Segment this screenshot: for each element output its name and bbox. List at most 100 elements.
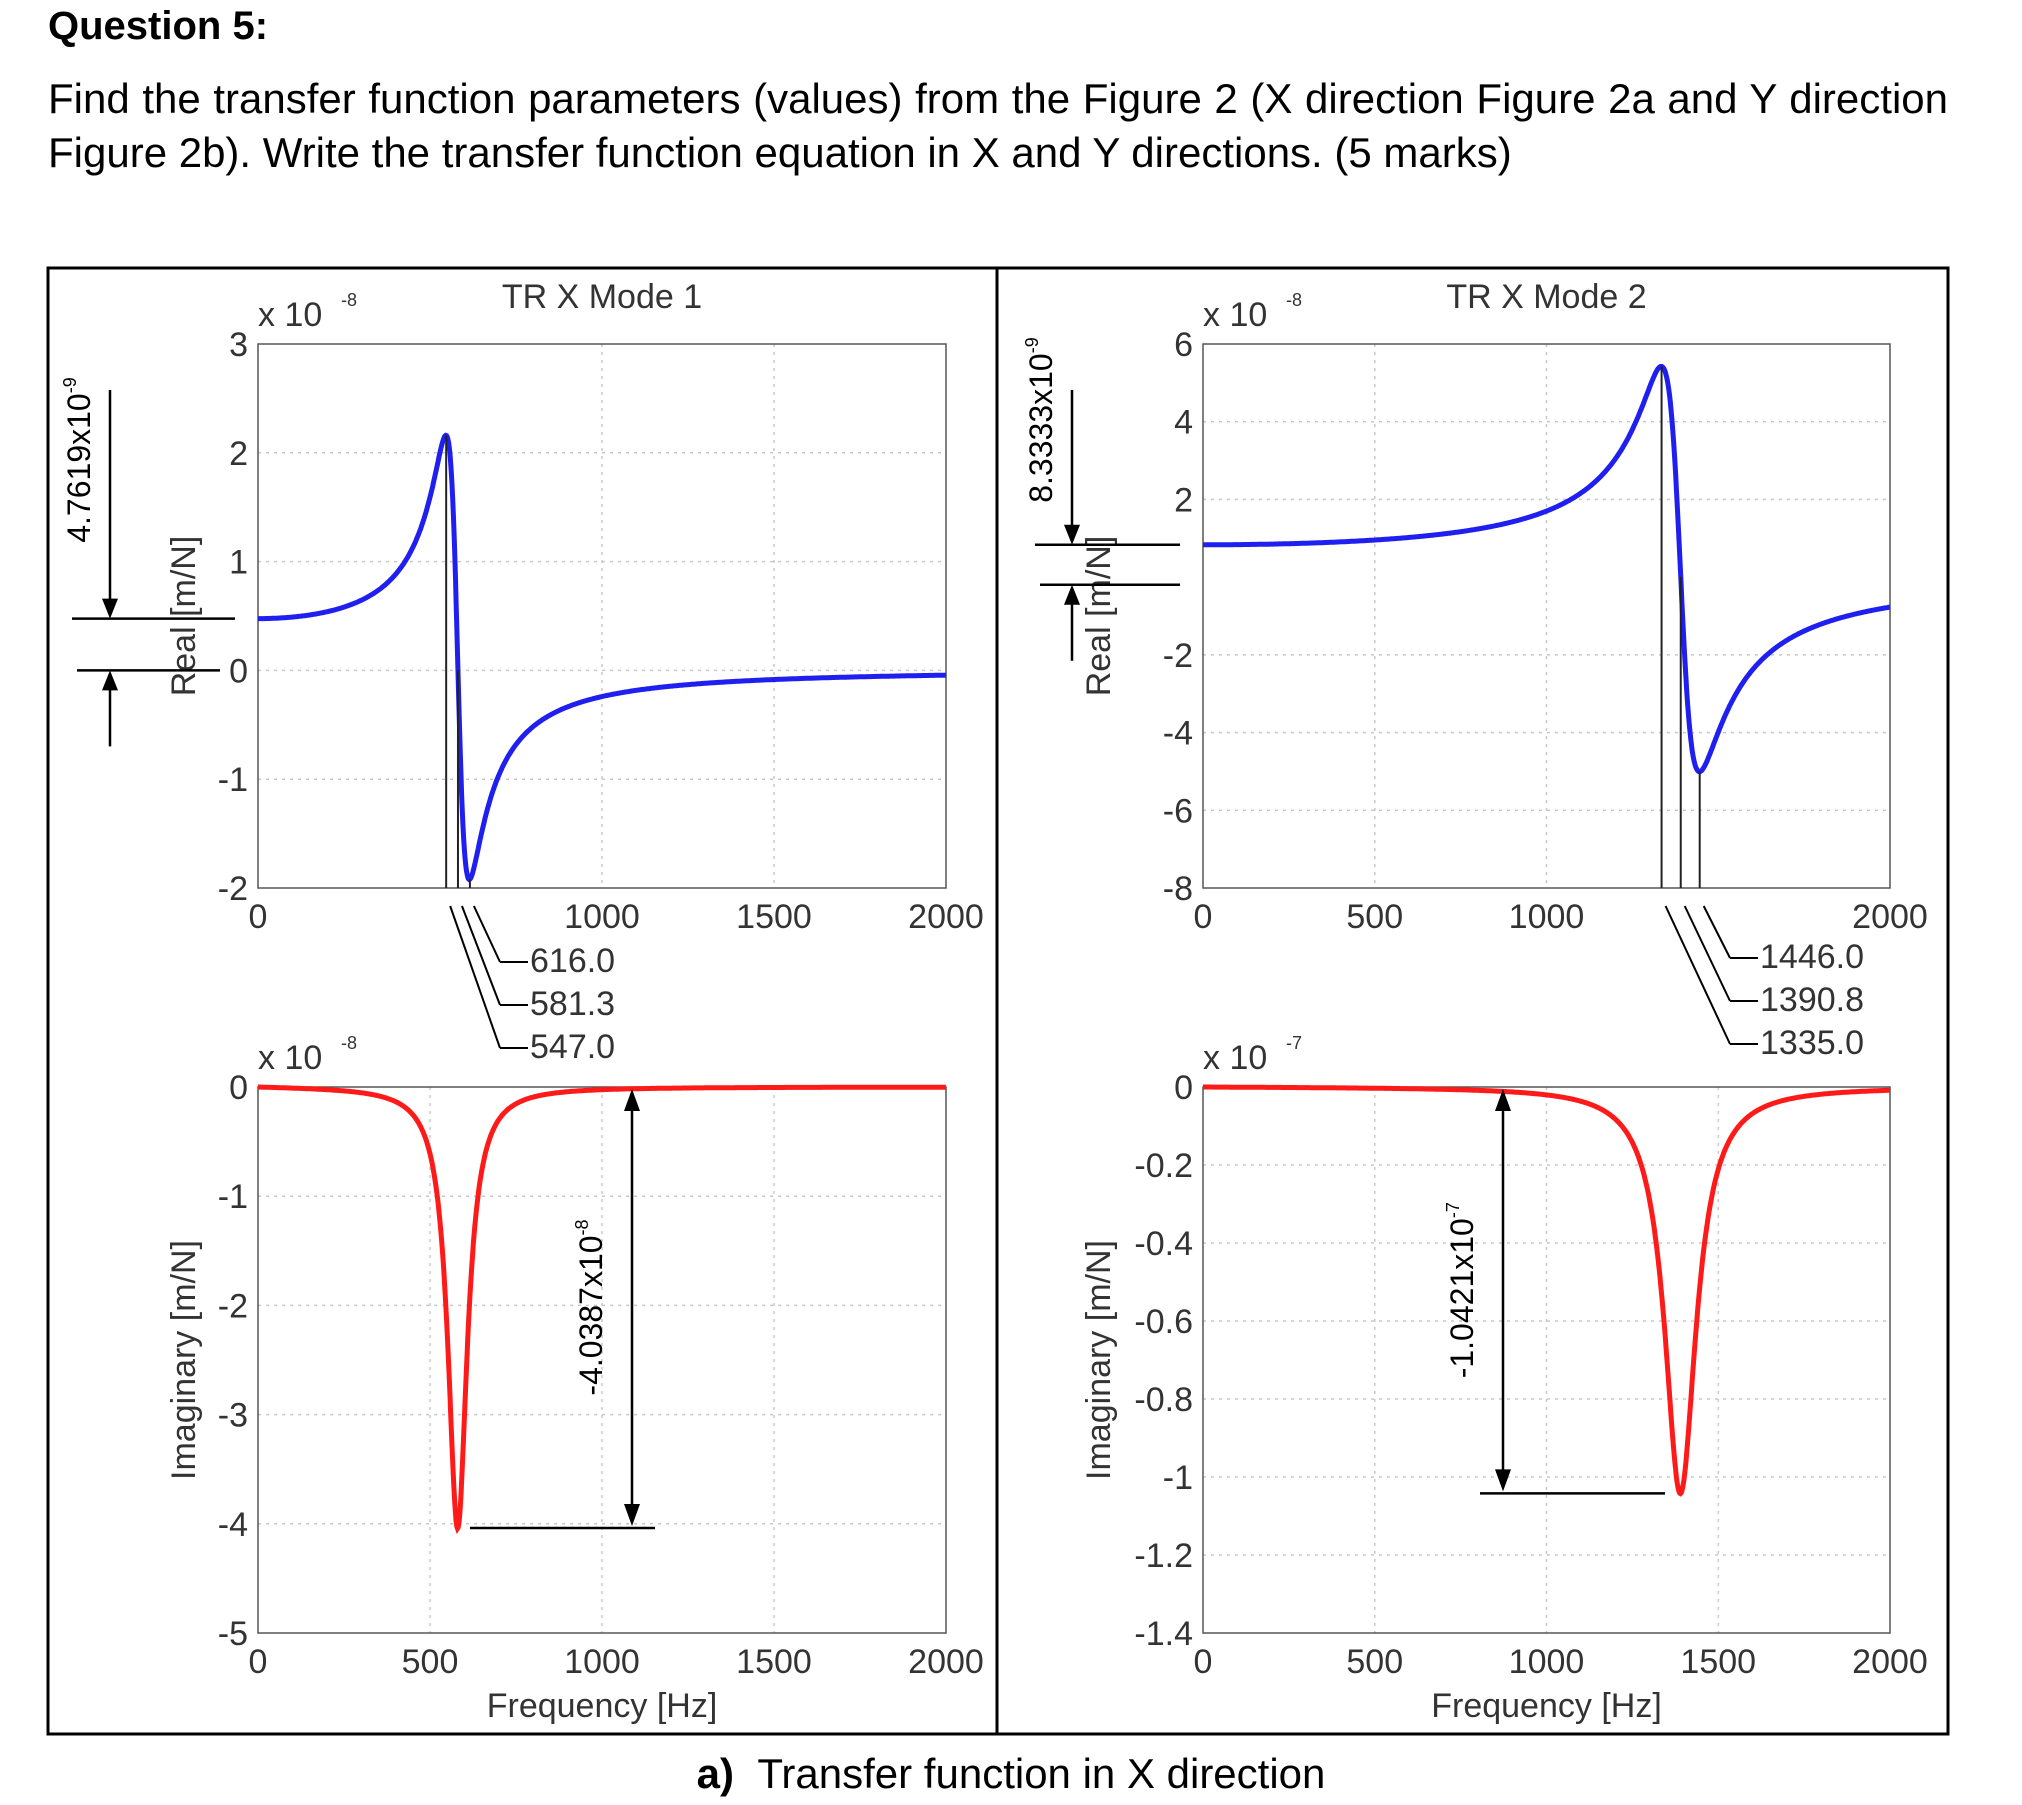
chart-mode1-real: 0 1000 1500 2000 -2 -1 0 1 2 3 x 10 -8 TR X Mode 1 Re… xyxy=(60,278,984,1066)
y-tick-label: -1.4 xyxy=(1134,1615,1193,1653)
x-tick-label: 0 xyxy=(249,898,268,936)
x-tick-label: 0 xyxy=(1194,898,1213,936)
y-tick-label: 0 xyxy=(229,1069,248,1107)
x-axis-label: Frequency [Hz] xyxy=(487,1687,718,1725)
x-tick-label: 2000 xyxy=(908,1643,984,1681)
x-tick-label: 0 xyxy=(249,1643,268,1681)
plot-area xyxy=(1202,343,1891,889)
y-tick-label: -5 xyxy=(218,1615,248,1653)
y-tick-label: 0 xyxy=(229,652,248,690)
y-tick-label: -2 xyxy=(218,870,248,908)
x-tick-label: 2000 xyxy=(1852,1643,1928,1681)
question-title: Question 5: xyxy=(48,4,269,48)
y-multiplier: x 10 xyxy=(1203,1039,1267,1077)
annotation-arrowhead xyxy=(1495,1469,1511,1492)
series-line xyxy=(1203,363,1891,775)
y-multiplier: x 10 xyxy=(258,296,322,334)
annotation-label: 8.3333x10-9 xyxy=(1022,337,1059,502)
series-line xyxy=(258,432,946,883)
y-exponent: -8 xyxy=(341,290,357,310)
y-tick-label: 1 xyxy=(229,544,248,582)
y-exponent: -7 xyxy=(1286,1033,1302,1053)
y-exponent: -8 xyxy=(341,1033,357,1053)
annotation-arrowhead xyxy=(1064,584,1080,605)
y-exponent: -8 xyxy=(1286,290,1302,310)
annotation-arrowhead xyxy=(102,670,118,691)
x-tick-label: 1000 xyxy=(564,898,640,936)
y-tick-label: -0.4 xyxy=(1134,1225,1193,1263)
y-tick-label: -1 xyxy=(218,761,248,799)
plot-area xyxy=(257,1086,947,1634)
y-tick-label: 4 xyxy=(1174,404,1193,442)
annotation-exponent: -8 xyxy=(572,1219,592,1235)
y-axis-label: Imaginary [m/N] xyxy=(165,1240,203,1480)
annotation-arrowhead xyxy=(102,598,118,619)
y-tick-label: -4 xyxy=(1163,715,1193,753)
marker-leader xyxy=(1702,905,1731,959)
y-tick-label: 2 xyxy=(1174,481,1193,519)
plot-area xyxy=(257,343,947,889)
chart-mode1-imag: 0 500 1000 1500 2000 -5 -4 -3 -2 -1 0 x 10 -8 Imagina… xyxy=(165,1033,984,1725)
y-axis-label: Imaginary [m/N] xyxy=(1080,1240,1118,1480)
x-tick-label: 1000 xyxy=(1509,1643,1585,1681)
x-axis-label: Frequency [Hz] xyxy=(1431,1687,1662,1725)
marker-leader xyxy=(449,905,501,1049)
figure-caption: a) Transfer function in X direction xyxy=(0,1750,2022,1798)
x-tick-label: 500 xyxy=(1346,1643,1403,1681)
annotation-arrowhead xyxy=(1495,1089,1511,1111)
y-tick-label: -8 xyxy=(1163,870,1193,908)
frequency-marker-label: 547.0 xyxy=(530,1028,615,1066)
x-tick-label: 0 xyxy=(1194,1643,1213,1681)
series-line xyxy=(258,1084,946,1535)
x-tick-label: 500 xyxy=(402,1643,459,1681)
marker-leader xyxy=(1683,905,1731,1002)
x-tick-label: 1000 xyxy=(1509,898,1585,936)
x-tick-label: 2000 xyxy=(908,898,984,936)
annotation-arrowhead xyxy=(624,1504,640,1527)
frequency-marker-label: 1390.8 xyxy=(1760,981,1864,1019)
annotation-exponent: -7 xyxy=(1443,1202,1463,1218)
y-tick-label: 2 xyxy=(229,435,248,473)
y-axis-label: Real [m/N] xyxy=(1080,536,1118,697)
x-tick-label: 1000 xyxy=(564,1643,640,1681)
y-tick-label: 0 xyxy=(1174,1069,1193,1107)
caption-label: a) xyxy=(696,1750,734,1797)
frequency-marker-label: 1446.0 xyxy=(1760,938,1864,976)
series-line xyxy=(1203,1084,1891,1497)
y-tick-label: -2 xyxy=(218,1287,248,1325)
annotation-label: -1.0421x10-7 xyxy=(1443,1202,1480,1378)
annotation-label: -4.0387x10-8 xyxy=(572,1219,609,1395)
y-tick-label: -0.8 xyxy=(1134,1381,1193,1419)
marker-leader xyxy=(461,905,501,1006)
y-tick-label: -0.6 xyxy=(1134,1303,1193,1341)
caption-text: Transfer function in X direction xyxy=(757,1750,1326,1797)
chart-mode2-real: 0 500 1000 2000 -8 -6 -4 -2 2 4 6 x 10 -8 TR X Mode 2… xyxy=(1022,278,1928,1062)
annotation-arrowhead xyxy=(1064,524,1080,545)
annotation-label: 4.7619x10-9 xyxy=(60,377,97,542)
y-tick-label: -1 xyxy=(1163,1459,1193,1497)
plot-area xyxy=(1202,1086,1891,1634)
y-tick-label: -1 xyxy=(218,1178,248,1216)
x-tick-label: 2000 xyxy=(1852,898,1928,936)
y-tick-label: -4 xyxy=(218,1506,248,1544)
frequency-marker-label: 1335.0 xyxy=(1760,1024,1864,1062)
x-tick-label: 1500 xyxy=(736,898,812,936)
y-tick-label: -6 xyxy=(1163,792,1193,830)
y-multiplier: x 10 xyxy=(1203,296,1267,334)
marker-leader xyxy=(1664,905,1731,1045)
x-tick-label: 500 xyxy=(1346,898,1403,936)
chart-mode2-imag: 0 500 1000 1500 2000 -1.4 -1.2 -1 -0.8 -0.6 -0.4 -0… xyxy=(1080,1033,1928,1725)
annotation-exponent: -9 xyxy=(60,377,80,393)
y-tick-label: -0.2 xyxy=(1134,1147,1193,1185)
question-body: Find the transfer function parameters (v… xyxy=(48,75,1948,176)
annotation-arrowhead xyxy=(624,1089,640,1111)
y-tick-label: 6 xyxy=(1174,326,1193,364)
chart-title: TR X Mode 1 xyxy=(502,278,702,316)
y-axis-label: Real [m/N] xyxy=(165,536,203,697)
frequency-marker-label: 581.3 xyxy=(530,985,615,1023)
chart-title: TR X Mode 2 xyxy=(1446,278,1646,316)
y-tick-label: -1.2 xyxy=(1134,1537,1193,1575)
x-tick-label: 1500 xyxy=(1680,1643,1756,1681)
marker-leader xyxy=(472,905,501,963)
